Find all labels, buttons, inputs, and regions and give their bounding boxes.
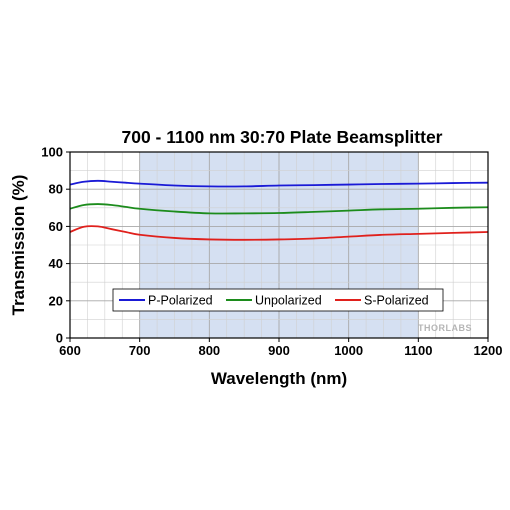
x-tick-label: 900: [268, 343, 290, 358]
x-axis-label: Wavelength (nm): [211, 369, 347, 388]
legend-item-label: P-Polarized: [148, 294, 213, 308]
y-tick-label: 80: [49, 182, 63, 197]
y-tick-label: 0: [56, 331, 63, 346]
y-tick-label: 40: [49, 256, 63, 271]
x-tick-label: 1000: [334, 343, 363, 358]
chart-title: 700 - 1100 nm 30:70 Plate Beamsplitter: [121, 127, 442, 147]
legend-item-label: Unpolarized: [255, 294, 322, 308]
x-tick-label: 800: [198, 343, 220, 358]
x-tick-label: 1100: [404, 343, 432, 358]
y-tick-label: 100: [41, 145, 63, 160]
x-tick-label: 1200: [474, 343, 503, 358]
legend-box: [112, 288, 444, 312]
y-axis-label: Transmission (%): [9, 175, 28, 316]
series-line-s-polarized: [69, 225, 489, 241]
x-tick-label: 600: [59, 343, 81, 358]
plot-area: 600 700 800 900 1000 1100 1200 0 20 40 60 80 100 P-Po…: [41, 145, 502, 359]
y-tick-label: 20: [49, 293, 63, 308]
series-line-p-polarized: [69, 179, 489, 188]
x-tick-label: 700: [129, 343, 151, 358]
thorlabs-watermark: THORLABS: [418, 323, 472, 333]
legend-item-label: S-Polarized: [364, 294, 429, 308]
y-tick-label: 60: [49, 219, 63, 234]
legend: P-Polarized Unpolarized S-Polarized: [112, 288, 444, 312]
series-line-unpolarized: [69, 203, 489, 215]
